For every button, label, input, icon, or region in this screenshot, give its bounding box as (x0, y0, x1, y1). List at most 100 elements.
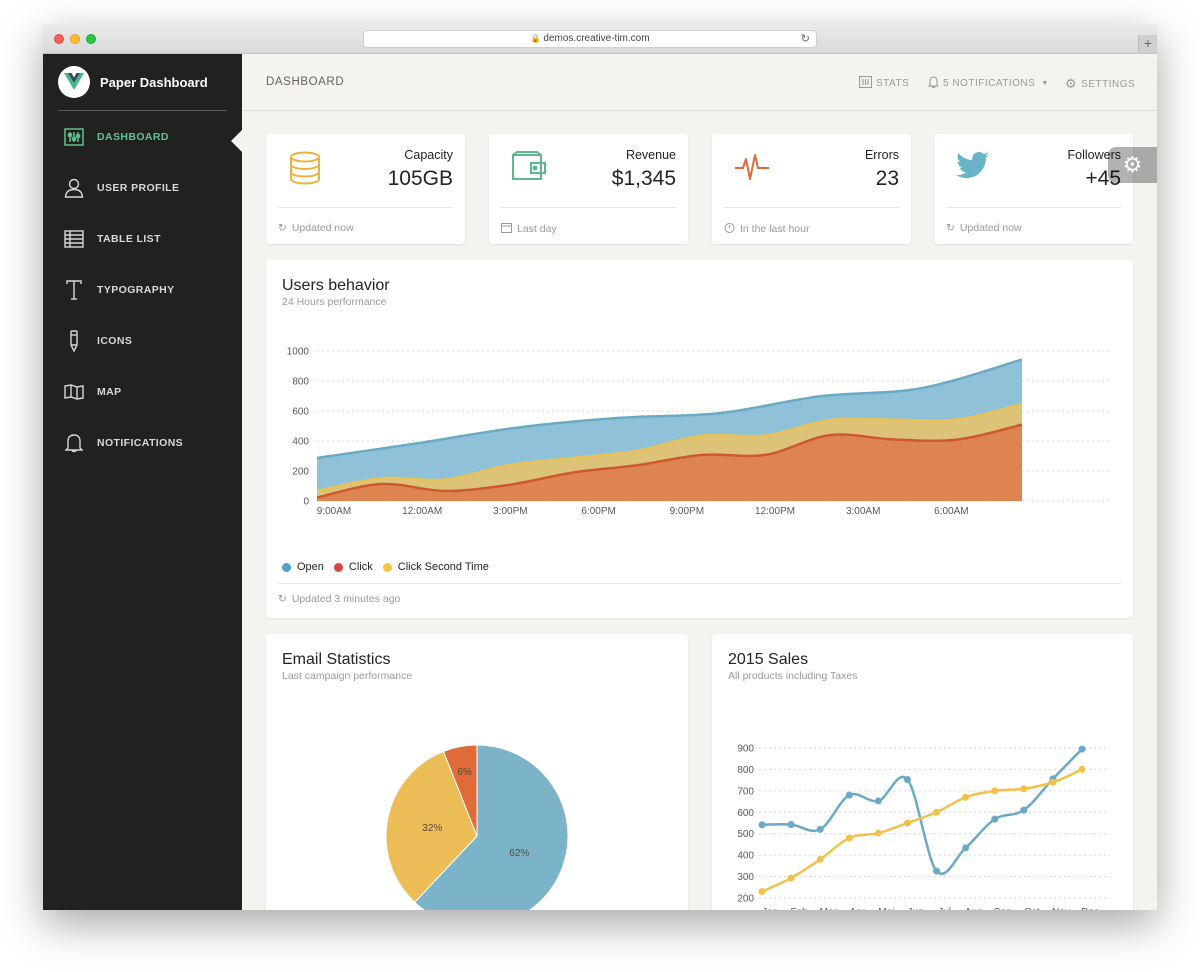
brand-divider (58, 110, 227, 111)
lock-icon: 🔒 (530, 34, 541, 43)
gear-icon: ⚙ (1122, 152, 1143, 177)
x-tick-label: Mar (820, 907, 838, 910)
pie-slice (442, 744, 478, 837)
legend-label: Click (348, 561, 373, 573)
settings-link[interactable]: ⚙ SETTINGS (1065, 76, 1135, 92)
y-tick-label: 1000 (287, 347, 310, 358)
card-title: Users behavior (282, 277, 390, 294)
x-tick-label: Aug (965, 907, 983, 910)
y-tick-label: 400 (737, 851, 754, 862)
sales-point (991, 815, 999, 823)
stat-label: Revenue (625, 148, 676, 162)
sales-point (1020, 785, 1028, 793)
new-tab-button[interactable]: + (1138, 35, 1157, 53)
sidebar-item-typography[interactable]: TYPOGRAPHY (43, 272, 242, 308)
twitter-icon (956, 151, 990, 186)
bell-icon (927, 76, 940, 91)
stat-value: 105GB (387, 167, 453, 190)
fixed-settings-toggle[interactable]: ⚙ (1108, 147, 1157, 183)
maximize-window-button[interactable] (86, 34, 96, 44)
brand-name: Paper Dashboard (100, 74, 208, 90)
sales-point (933, 808, 941, 816)
sidebar-item-notifications[interactable]: NOTIFICATIONS (43, 425, 242, 461)
timer-icon (724, 222, 735, 236)
address-bar[interactable]: 🔒 demos.creative-tim.com ↻ (363, 30, 817, 48)
y-tick-label: 500 (737, 829, 754, 840)
url-text: demos.creative-tim.com (543, 33, 650, 44)
stat-footer-text: Updated now (959, 222, 1022, 234)
stat-value: +45 (1085, 167, 1121, 190)
pie-slice-label: 62% (509, 848, 529, 859)
stat-footer: ↻ Updated now (946, 222, 1022, 234)
sidebar-item-dashboard[interactable]: DASHBOARD (43, 119, 242, 155)
stat-footer: ↻ Updated now (278, 222, 354, 234)
users-behavior-chart: 0 200 400 600 800 1000 9:00AM 12:00AM 3:00PM 6:00… (287, 347, 1111, 517)
y-tick-label: 0 (303, 497, 309, 508)
x-tick-label: Oct (1024, 907, 1040, 910)
refresh-icon: ↻ (278, 593, 287, 605)
legend-dot (282, 562, 291, 572)
calendar-icon (501, 222, 512, 236)
y-tick-label: 800 (737, 765, 754, 776)
sales-point (816, 825, 824, 833)
sales-point (845, 834, 853, 842)
sales-point (903, 819, 911, 827)
x-tick-label: 12:00AM (402, 506, 442, 517)
sidebar-item-label: NOTIFICATIONS (97, 437, 184, 449)
x-tick-label: 9:00AM (317, 506, 351, 517)
email-statistics-card: Email Statistics Last campaign performan… (266, 634, 688, 910)
stats-icon (858, 75, 873, 91)
sales-point (787, 874, 795, 882)
sidebar-item-label: TYPOGRAPHY (97, 284, 175, 296)
wallet-icon (511, 151, 547, 188)
stats-link[interactable]: STATS (858, 75, 910, 91)
map-icon (63, 381, 85, 403)
close-window-button[interactable] (54, 34, 64, 44)
sales-point (1049, 778, 1057, 786)
bell-icon (63, 432, 85, 454)
sidebar-item-table-list[interactable]: TABLE LIST (43, 221, 242, 257)
refresh-icon: ↻ (946, 222, 955, 234)
stat-card-followers: Followers +45 ↻ Updated now (934, 134, 1133, 244)
stat-divider (501, 207, 676, 208)
caret-down-icon: ▼ (1041, 80, 1049, 87)
pie-slice (385, 750, 478, 904)
sales-point (874, 829, 882, 837)
sales-point (1078, 745, 1086, 753)
y-tick-label: 600 (292, 407, 309, 418)
pie-slice (413, 744, 569, 910)
sales-point (1020, 806, 1028, 814)
sales-point (758, 888, 766, 896)
y-tick-label: 900 (737, 744, 754, 755)
stat-footer: In the last hour (724, 222, 809, 236)
user-icon (63, 177, 85, 199)
x-tick-label: 3:00AM (846, 506, 880, 517)
settings-label: SETTINGS (1081, 78, 1136, 90)
notifications-dropdown[interactable]: 5 NOTIFICATIONS ▼ (927, 76, 1049, 91)
sidebar-item-label: USER PROFILE (97, 182, 180, 194)
refresh-icon: ↻ (278, 222, 287, 234)
legend-dot (333, 562, 343, 572)
sidebar-item-icons[interactable]: ICONS (43, 323, 242, 359)
equalizer-icon (63, 126, 85, 148)
legend-item-click: Click (333, 561, 373, 573)
reload-icon[interactable]: ↻ (800, 33, 810, 45)
stat-value: 23 (875, 167, 899, 190)
minimize-window-button[interactable] (70, 34, 80, 44)
sidebar-item-label: DASHBOARD (97, 131, 169, 143)
stat-label: Errors (864, 148, 899, 162)
line-open (316, 358, 1023, 460)
database-icon (288, 151, 322, 190)
top-navbar: DASHBOARD STATS 5 NOTIFICATIONS ▼ ⚙ SETT… (242, 54, 1157, 111)
sidebar-item-map[interactable]: MAP (43, 374, 242, 410)
line-click (316, 423, 1023, 499)
active-indicator (231, 129, 243, 153)
x-tick-label: 6:00AM (934, 506, 968, 517)
y-tick-label: 200 (737, 894, 754, 905)
sidebar-item-user-profile[interactable]: USER PROFILE (43, 170, 242, 206)
stats-label: STATS (876, 78, 910, 89)
legend-label: Open (297, 561, 324, 573)
brand[interactable]: Paper Dashboard (58, 66, 208, 98)
sidebar-item-label: TABLE LIST (97, 233, 161, 245)
chart-legend: Open Click Click Second Time (282, 561, 499, 573)
